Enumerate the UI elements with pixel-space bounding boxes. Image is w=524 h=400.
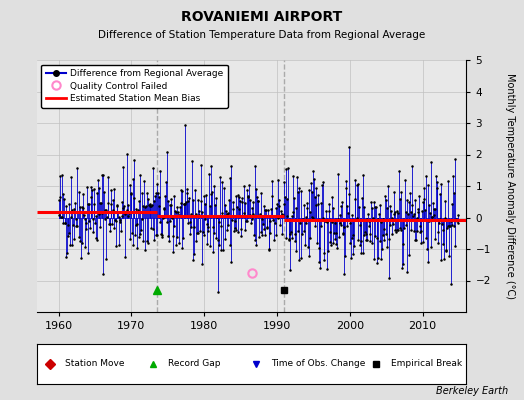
Text: Empirical Break: Empirical Break [391,360,462,368]
Text: Station Move: Station Move [64,360,124,368]
Text: ROVANIEMI AIRPORT: ROVANIEMI AIRPORT [181,10,343,24]
Y-axis label: Monthly Temperature Anomaly Difference (°C): Monthly Temperature Anomaly Difference (… [505,73,515,299]
Text: Record Gap: Record Gap [168,360,220,368]
Text: Difference of Station Temperature Data from Regional Average: Difference of Station Temperature Data f… [99,30,425,40]
Text: Berkeley Earth: Berkeley Earth [436,386,508,396]
Legend: Difference from Regional Average, Quality Control Failed, Estimated Station Mean: Difference from Regional Average, Qualit… [41,64,228,108]
Text: Time of Obs. Change: Time of Obs. Change [271,360,365,368]
